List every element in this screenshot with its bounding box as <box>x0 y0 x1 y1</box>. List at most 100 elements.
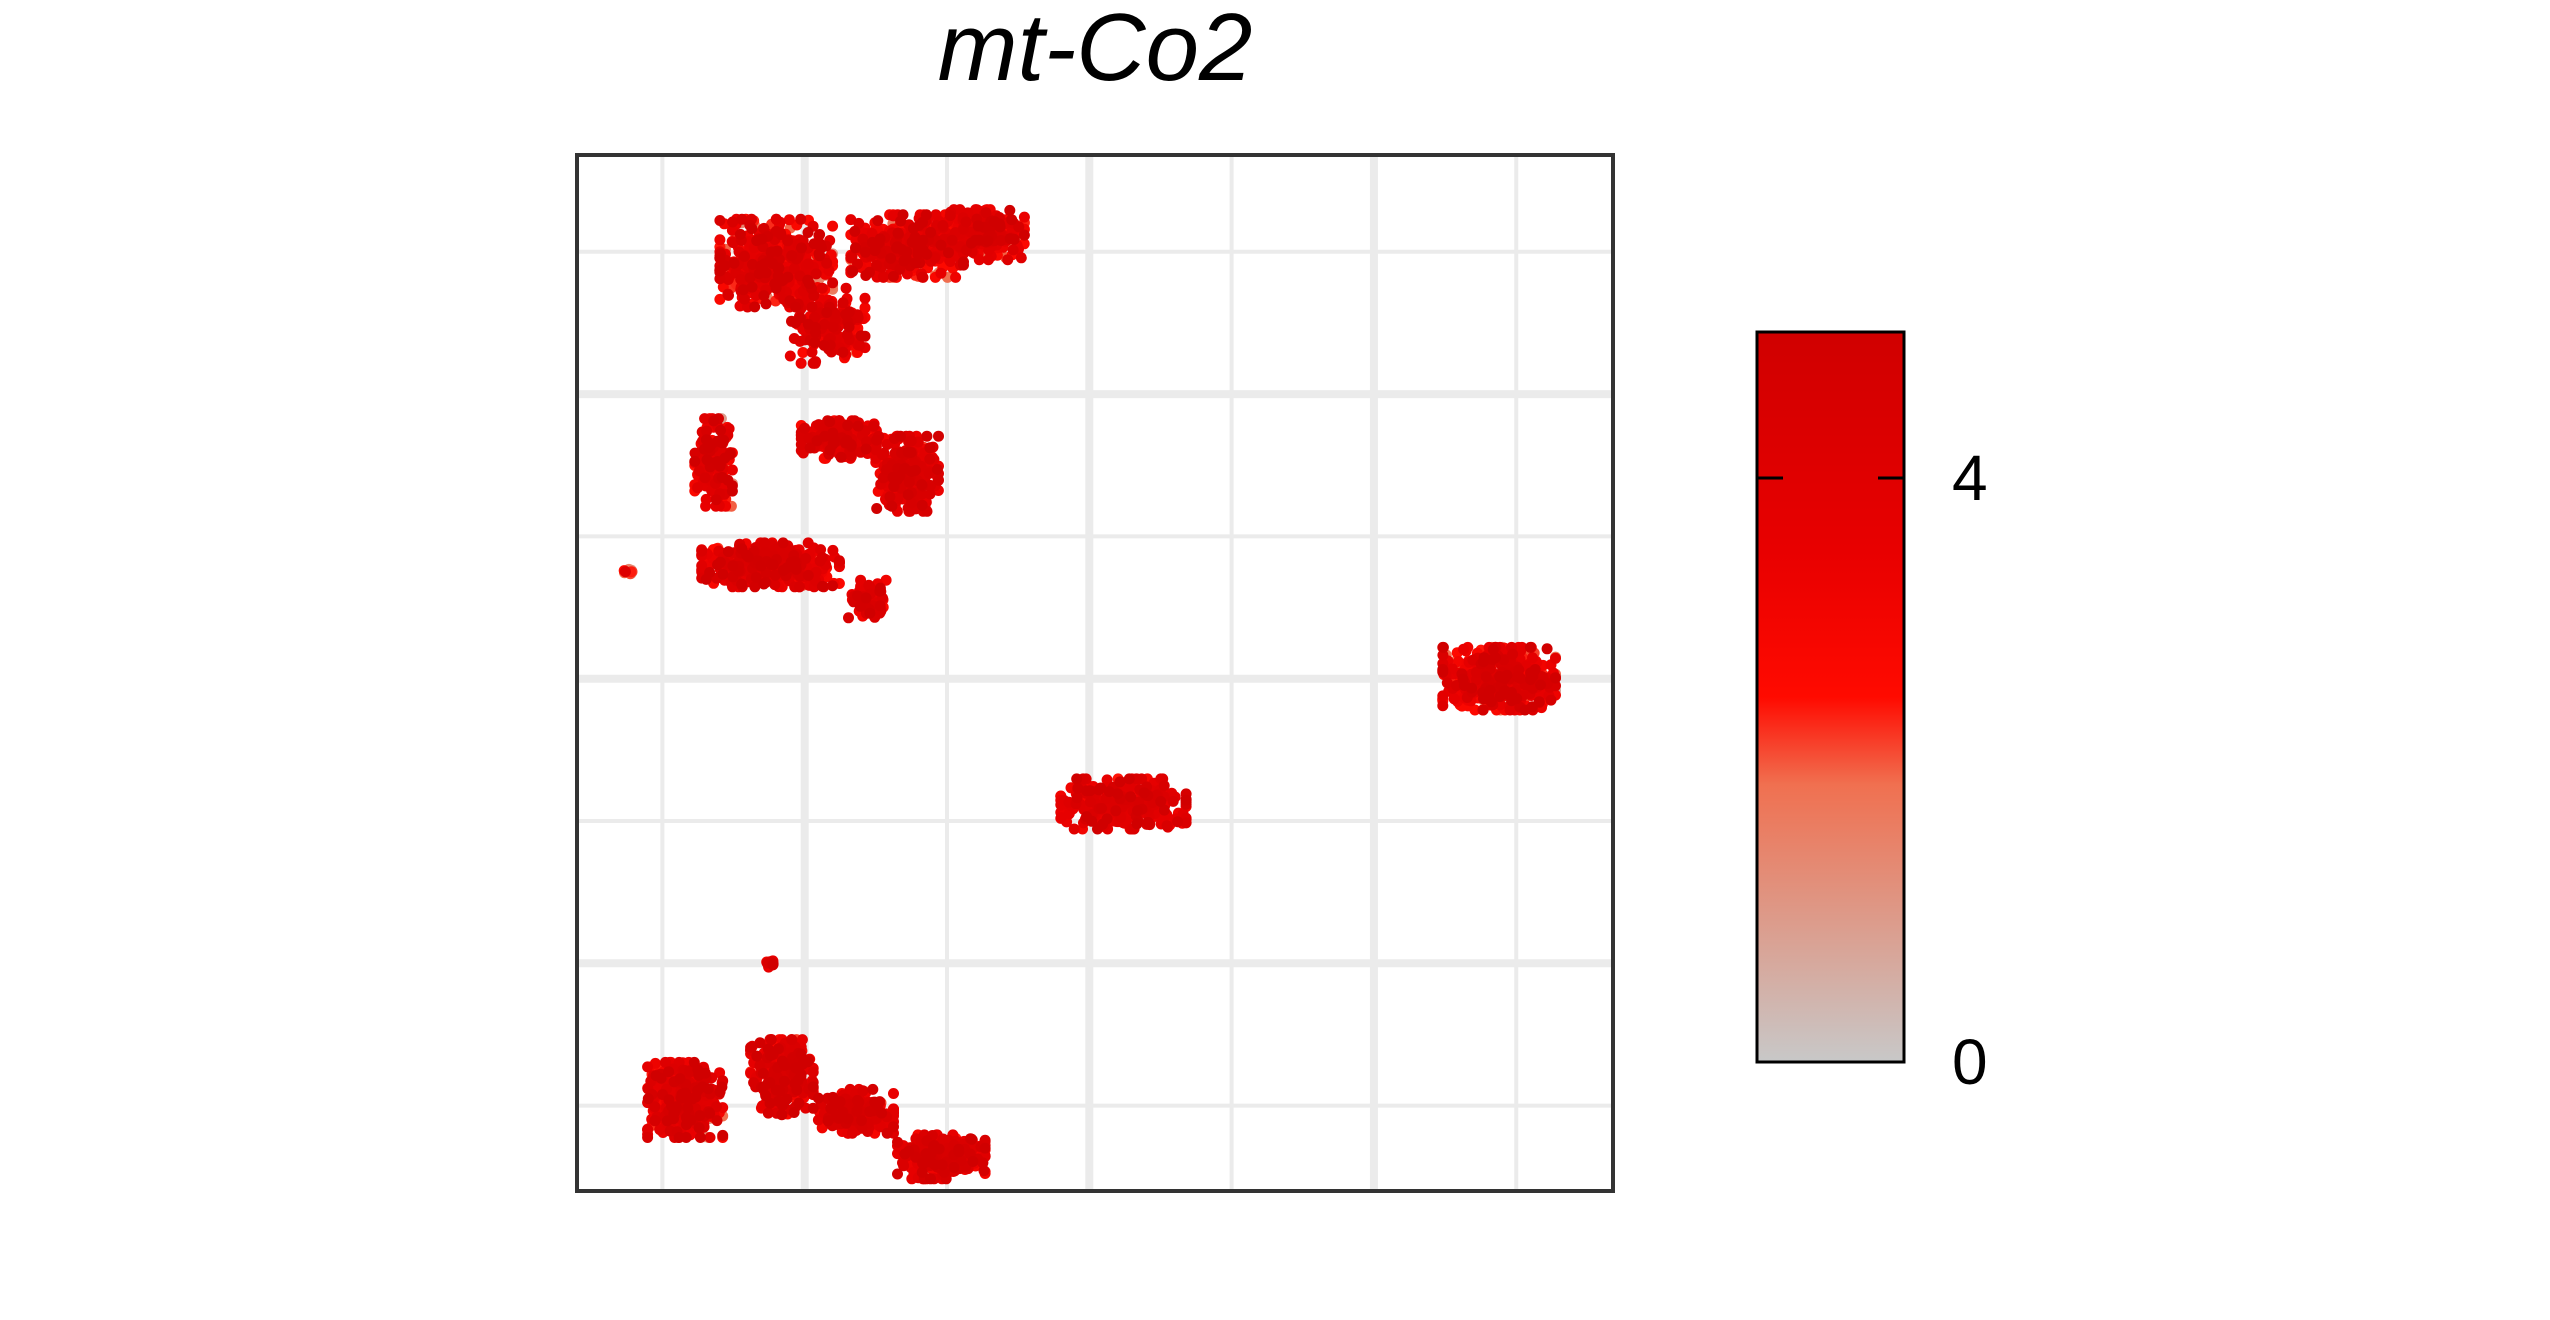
data-point <box>1437 700 1449 712</box>
data-point <box>994 221 1006 233</box>
data-point <box>764 1077 776 1088</box>
data-point <box>806 346 818 358</box>
data-point <box>775 229 787 240</box>
data-point <box>874 600 886 612</box>
data-point <box>712 456 723 467</box>
data-point <box>714 556 726 568</box>
data-point <box>860 270 872 281</box>
data-point <box>958 259 969 271</box>
data-point <box>824 444 836 456</box>
data-point <box>1114 776 1126 788</box>
data-point <box>1504 704 1516 716</box>
data-point <box>659 1056 671 1068</box>
data-point <box>916 271 928 283</box>
data-point <box>1112 788 1124 800</box>
data-point <box>818 319 830 330</box>
data-point <box>859 302 871 314</box>
data-point <box>916 1166 928 1178</box>
data-point <box>933 1143 945 1155</box>
data-point <box>886 500 898 512</box>
data-point <box>982 254 994 266</box>
data-point <box>758 578 770 590</box>
data-point <box>692 482 704 494</box>
data-point <box>935 239 947 251</box>
data-point <box>788 1107 800 1118</box>
data-point <box>1123 773 1135 785</box>
data-point <box>1535 679 1546 691</box>
data-point <box>874 582 886 594</box>
data-point <box>701 454 713 466</box>
data-point <box>802 227 814 238</box>
data-point <box>769 579 781 591</box>
data-point <box>786 250 798 262</box>
data-point <box>1071 792 1083 804</box>
data-point <box>759 546 771 558</box>
data-point <box>869 1096 881 1108</box>
data-point <box>967 1156 979 1167</box>
data-point <box>717 1129 729 1141</box>
data-point <box>876 449 888 461</box>
data-point <box>649 1101 661 1113</box>
data-point <box>799 422 811 434</box>
data-point <box>748 1077 760 1089</box>
data-point <box>802 569 814 581</box>
data-point <box>953 1143 965 1155</box>
data-point <box>1487 644 1499 656</box>
data-point <box>783 214 795 226</box>
data-point <box>837 346 849 358</box>
data-point <box>803 432 815 444</box>
data-point <box>701 425 713 437</box>
data-point <box>688 1056 700 1068</box>
data-point <box>1550 672 1561 684</box>
data-point <box>833 555 845 567</box>
data-point <box>671 1101 683 1113</box>
data-point <box>765 246 777 258</box>
data-point <box>791 1084 803 1096</box>
data-point <box>1110 805 1122 817</box>
data-point <box>846 251 858 262</box>
data-point <box>1068 823 1080 835</box>
data-point <box>739 293 750 305</box>
data-point <box>753 268 765 280</box>
data-point <box>916 499 928 511</box>
data-point <box>663 1094 675 1106</box>
data-point <box>755 560 767 572</box>
data-point <box>936 1159 948 1171</box>
data-point <box>859 292 871 304</box>
data-point <box>835 451 847 463</box>
data-point <box>1158 804 1170 816</box>
data-point <box>1015 252 1027 264</box>
data-point <box>764 256 776 268</box>
data-point <box>809 337 821 348</box>
data-point <box>924 442 936 454</box>
data-point <box>1458 643 1470 655</box>
data-point <box>1550 652 1561 664</box>
data-point <box>797 347 809 358</box>
data-point <box>979 1142 991 1154</box>
data-point <box>772 1043 784 1055</box>
data-point <box>898 1160 910 1172</box>
data-point <box>925 480 936 491</box>
data-point <box>770 213 782 225</box>
data-point <box>751 1050 763 1062</box>
data-point <box>1519 704 1531 716</box>
data-point <box>1470 667 1482 678</box>
data-point <box>1527 652 1538 664</box>
data-point <box>854 600 866 612</box>
data-point <box>973 254 985 266</box>
data-point <box>807 1066 819 1078</box>
data-point <box>995 235 1007 246</box>
data-point <box>734 228 746 240</box>
data-point <box>739 250 750 262</box>
data-point <box>812 1092 824 1104</box>
data-point <box>906 466 917 477</box>
data-point <box>699 472 711 484</box>
data-point <box>694 1132 706 1143</box>
data-point <box>693 1122 705 1134</box>
data-point <box>795 357 807 369</box>
data-point <box>851 1105 863 1117</box>
data-point <box>888 1121 899 1133</box>
data-point <box>1494 671 1506 683</box>
data-point <box>887 471 899 483</box>
data-point <box>654 1124 666 1136</box>
